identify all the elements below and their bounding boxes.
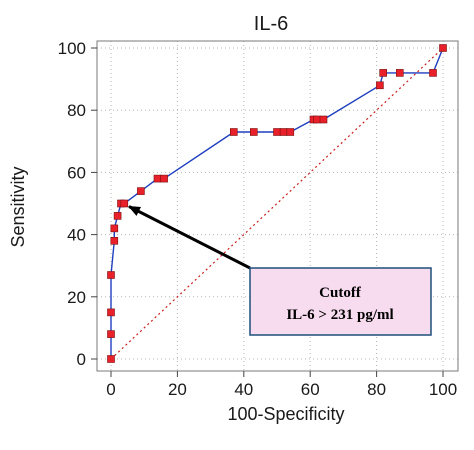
x-tick-label: 20 <box>168 380 187 399</box>
cutoff-box <box>249 267 432 336</box>
x-tick-label: 80 <box>367 380 386 399</box>
x-axis-label: 100-Specificity <box>227 404 344 424</box>
x-tick-label: 100 <box>429 380 457 399</box>
roc-point-marker <box>376 81 384 90</box>
roc-point-marker <box>107 330 115 338</box>
roc-point-marker <box>153 174 162 183</box>
roc-point-marker <box>137 187 145 195</box>
y-axis-label: Sensitivity <box>8 166 28 247</box>
roc-point-marker <box>250 128 258 136</box>
roc-point-marker <box>286 128 295 136</box>
axis-ticks: 0 20 40 60 80 100 0 20 40 60 80 100 <box>58 39 458 399</box>
grid-lines <box>97 41 458 371</box>
roc-point-marker <box>107 271 115 279</box>
roc-point-marker <box>279 128 288 136</box>
x-tick-label: 60 <box>301 380 320 399</box>
y-tick-label: 60 <box>67 163 86 182</box>
x-tick-label: 0 <box>106 380 115 399</box>
roc-point-marker <box>107 308 115 317</box>
reference-line <box>110 47 444 360</box>
cutoff-label: Cutoff <box>319 285 362 301</box>
roc-series <box>107 44 447 363</box>
roc-point-marker <box>429 69 437 77</box>
roc-point-marker <box>107 355 115 363</box>
roc-point-marker <box>160 174 168 183</box>
roc-point-marker <box>273 128 281 136</box>
y-tick-label: 20 <box>67 288 86 307</box>
cutoff-value: IL-6 > 231 pg/ml <box>286 307 393 323</box>
roc-point-marker <box>230 128 238 136</box>
roc-point-marker <box>379 69 388 77</box>
roc-point-marker <box>439 44 447 52</box>
roc-point-marker <box>395 69 404 77</box>
diagonal-reference-line <box>110 47 444 360</box>
cutoff-annotation: Cutoff IL-6 > 231 pg/ml <box>128 205 432 336</box>
roc-point-marker <box>110 224 119 233</box>
x-tick-label: 40 <box>234 380 253 399</box>
y-tick-label: 40 <box>67 226 86 245</box>
y-tick-label: 0 <box>77 350 86 369</box>
roc-point-marker <box>312 115 321 124</box>
roc-point-marker <box>113 212 122 220</box>
chart-title: IL-6 <box>254 13 288 35</box>
plot-frame <box>96 40 459 372</box>
y-tick-label: 80 <box>67 101 86 120</box>
roc-point-marker <box>120 199 129 208</box>
cutoff-arrow <box>128 205 251 270</box>
y-tick-label: 100 <box>58 39 86 58</box>
roc-point-marker <box>110 237 119 245</box>
roc-point-marker <box>319 115 328 124</box>
